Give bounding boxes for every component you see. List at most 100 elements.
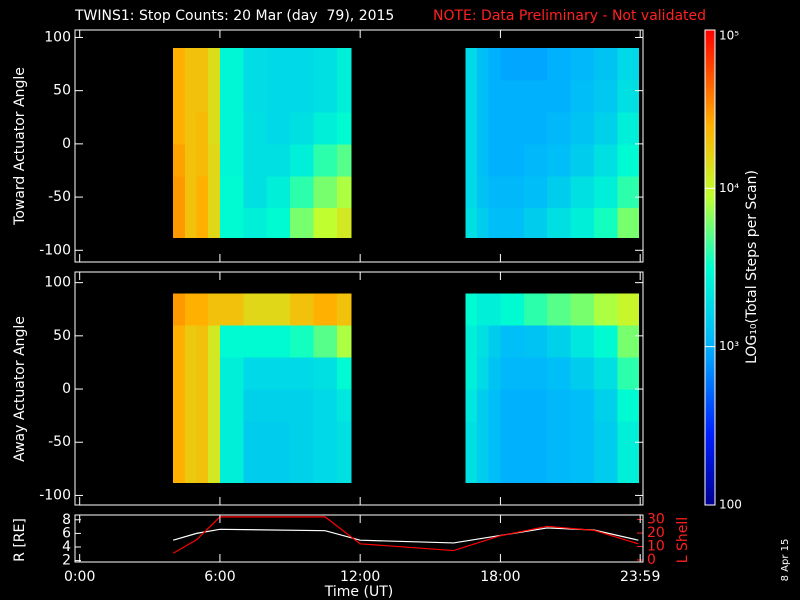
heatmap-cell xyxy=(617,80,639,113)
heatmap-cell xyxy=(208,80,221,113)
heatmap-cell xyxy=(617,207,639,239)
heatmap-cell xyxy=(290,48,314,81)
heatmap-cell xyxy=(313,293,338,326)
y-tick-label: 2 xyxy=(62,553,71,569)
heatmap-cell xyxy=(477,175,490,209)
heatmap-cell xyxy=(617,389,639,422)
heatmap-cell xyxy=(196,80,209,113)
heatmap-cell xyxy=(547,143,572,177)
heatmap-cell xyxy=(290,420,314,454)
heatmap-cell xyxy=(290,207,314,239)
y2-tick-label: 20 xyxy=(647,525,665,541)
heatmap-cell xyxy=(313,111,338,145)
heatmap-cell xyxy=(488,207,501,239)
heatmap-cell xyxy=(290,143,314,177)
heatmap-cell xyxy=(488,293,501,326)
heatmap-cell xyxy=(208,48,221,81)
heatmap-cell xyxy=(593,48,618,81)
heatmap-cell xyxy=(184,357,198,390)
heatmap-cell xyxy=(488,357,501,390)
heatmap-cell xyxy=(336,48,352,81)
heatmap-cell xyxy=(266,325,291,358)
heatmap-cell xyxy=(208,111,221,145)
heatmap-cell xyxy=(290,175,314,209)
heatmap-cell xyxy=(477,48,490,81)
heatmap-cell xyxy=(184,48,198,81)
heatmap-cell xyxy=(336,452,352,484)
heatmap-cell xyxy=(313,389,338,422)
heatmap-cell xyxy=(617,452,639,484)
heatmap-cell xyxy=(547,420,572,454)
heatmap-cell xyxy=(313,80,338,113)
heatmap-cell xyxy=(173,175,186,209)
heatmap-cell xyxy=(593,111,618,145)
heatmap-cell xyxy=(500,325,525,358)
plot-frame xyxy=(74,29,644,263)
heatmap-cell xyxy=(500,420,525,454)
heatmap-cell xyxy=(593,325,618,358)
chart-title: TWINS1: Stop Counts: 20 Mar (day 79), 20… xyxy=(74,8,394,24)
heatmap-cell xyxy=(290,111,314,145)
heatmap-cell xyxy=(500,143,525,177)
colorbar-tick-label: 100 xyxy=(719,498,742,512)
heatmap-cell xyxy=(593,389,618,422)
heatmap-cell xyxy=(336,389,352,422)
heatmap-cell xyxy=(488,143,501,177)
heatmap-cell xyxy=(547,452,572,484)
y-tick-label: 100 xyxy=(44,29,71,45)
heatmap-cell xyxy=(465,293,478,326)
colorbar xyxy=(704,29,716,506)
heatmap-cell xyxy=(570,80,595,113)
heatmap-cell xyxy=(196,325,209,358)
chart-note: NOTE: Data Preliminary - Not validated xyxy=(433,8,706,24)
heatmap-cell xyxy=(336,80,352,113)
heatmap-cell xyxy=(523,420,548,454)
heatmap-cell xyxy=(173,293,186,326)
heatmap-cell xyxy=(477,143,490,177)
heatmap-cell xyxy=(465,357,478,390)
heatmap-cell xyxy=(313,143,338,177)
colorbar-tick-label: 10⁴ xyxy=(719,181,739,195)
heatmap-cell xyxy=(523,325,548,358)
heatmap-cell xyxy=(593,452,618,484)
heatmap-cell xyxy=(488,452,501,484)
heatmap-cell xyxy=(617,111,639,145)
heatmap-cell xyxy=(266,143,291,177)
heatmap-cell xyxy=(477,420,490,454)
heatmap-cell xyxy=(243,143,268,177)
heatmap-cell xyxy=(488,420,501,454)
heatmap-cell xyxy=(173,452,186,484)
heatmap-cell xyxy=(523,452,548,484)
heatmap-cell xyxy=(184,111,198,145)
heatmap-cell xyxy=(266,389,291,422)
heatmap-cell xyxy=(465,420,478,454)
heatmap-cell xyxy=(208,207,221,239)
heatmap-cell xyxy=(500,80,525,113)
heatmap-cell xyxy=(208,293,221,326)
heatmap-cell xyxy=(243,420,268,454)
heatmap-cell xyxy=(266,207,291,239)
heatmap-cell xyxy=(336,111,352,145)
heatmap-cell xyxy=(184,207,198,239)
heatmap-cell xyxy=(196,111,209,145)
heatmap-cell xyxy=(219,175,244,209)
heatmap-cell xyxy=(477,293,490,326)
heatmap-cell xyxy=(500,452,525,484)
heatmap-cell xyxy=(313,452,338,484)
heatmap-cell xyxy=(266,111,291,145)
heatmap-cell xyxy=(243,80,268,113)
heatmap-cell xyxy=(547,80,572,113)
heatmap-cell xyxy=(617,143,639,177)
heatmap-cell xyxy=(208,452,221,484)
heatmap-cell xyxy=(488,48,501,81)
heatmap-cell xyxy=(184,293,198,326)
y-tick-label: -100 xyxy=(39,487,71,503)
heatmap-cell xyxy=(477,357,490,390)
y-tick-label: -100 xyxy=(39,242,71,258)
heatmap-cell xyxy=(313,207,338,239)
heatmap-cell xyxy=(547,175,572,209)
heatmap-cell xyxy=(219,420,244,454)
heatmap-cell xyxy=(488,389,501,422)
y-axis-label: Away Actuator Angle xyxy=(12,316,28,462)
